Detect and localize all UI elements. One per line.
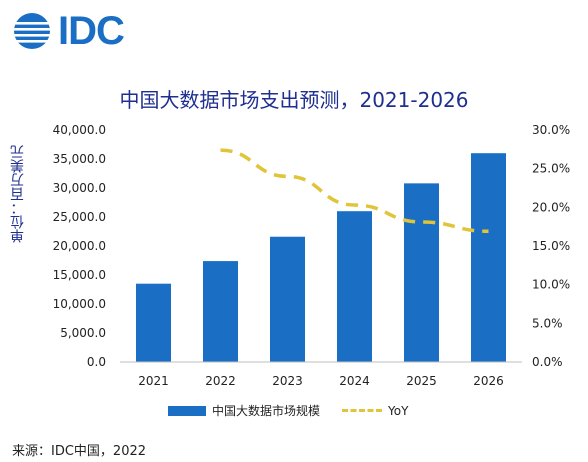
y2-tick-label: 25.0% [532,162,570,176]
x-tick-label: 2023 [272,374,303,388]
bar-2022 [203,261,238,362]
globe-icon [14,13,50,49]
x-tick-label: 2026 [473,374,504,388]
y2-tick-label: 20.0% [532,200,570,214]
y-tick-label: 25,000.0 [53,210,106,224]
y-tick-label: 40,000.0 [53,123,106,137]
x-tick-label: 2022 [205,374,236,388]
y-tick-label: 35,000.0 [53,152,106,166]
legend-label-yoy: YoY [388,403,409,418]
y-tick-label: 10,000.0 [53,297,106,311]
bar-2025 [404,183,439,362]
y-tick-label: 5,000.0 [60,326,106,340]
yoy-line [220,148,489,234]
y2-tick-label: 15.0% [532,239,570,253]
source-note: 来源：IDC中国，2022 [12,444,147,459]
logo-text: IDC [58,9,125,53]
x-tick-label: 2025 [406,374,437,388]
bar-2026 [471,153,506,362]
legend-label-market: 中国大数据市场规模 [212,404,321,418]
bar-2023 [270,236,305,362]
x-tick-label: 2024 [339,374,370,388]
x-tick-label: 2021 [138,374,169,388]
legend-swatch-bar [168,405,206,416]
y2-tick-label: 5.0% [532,316,563,330]
y2-tick-label: 10.0% [532,278,570,292]
y2-tick-label: 0.0% [532,355,563,369]
bar-2021 [136,283,171,362]
y-tick-label: 0.0 [87,355,106,369]
y-tick-label: 30,000.0 [53,181,106,195]
legend: 中国大数据市场规模 YoY [168,402,408,419]
legend-item-yoy: YoY [342,404,408,418]
bar-2024 [337,211,372,362]
legend-item-market: 中国大数据市场规模 [168,402,320,419]
y2-tick-label: 30.0% [532,123,570,137]
chart-title: 中国大数据市场支出预测，2021-2026 [119,88,469,112]
idc-logo: IDC [12,9,125,53]
y-tick-label: 15,000.0 [53,268,106,282]
legend-swatch-line [342,409,383,412]
y-tick-label: 20,000.0 [53,239,106,253]
